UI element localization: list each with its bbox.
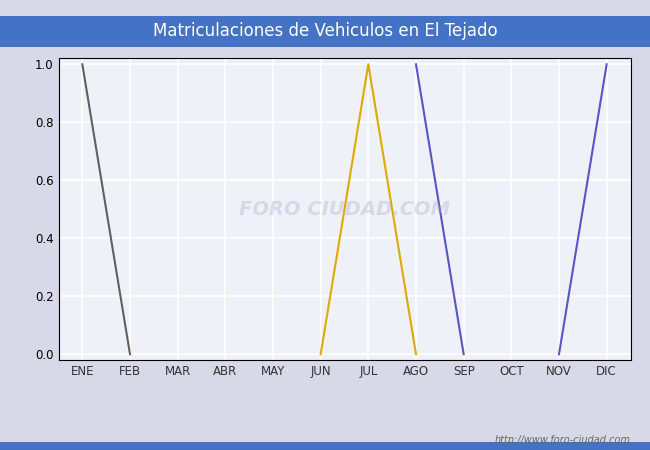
Legend: 2024, 2023, 2022, 2021, 2020: 2024, 2023, 2022, 2021, 2020 — [167, 443, 522, 450]
Text: FORO CIUDAD.COM: FORO CIUDAD.COM — [239, 200, 450, 219]
Text: http://www.foro-ciudad.com: http://www.foro-ciudad.com — [495, 435, 630, 445]
2020 — [317, 351, 324, 357]
Text: Matriculaciones de Vehiculos en El Tejado: Matriculaciones de Vehiculos en El Tejad… — [153, 22, 497, 40]
2020 — [365, 62, 372, 67]
Line: 2020: 2020 — [320, 64, 416, 354]
2020 — [412, 351, 420, 357]
